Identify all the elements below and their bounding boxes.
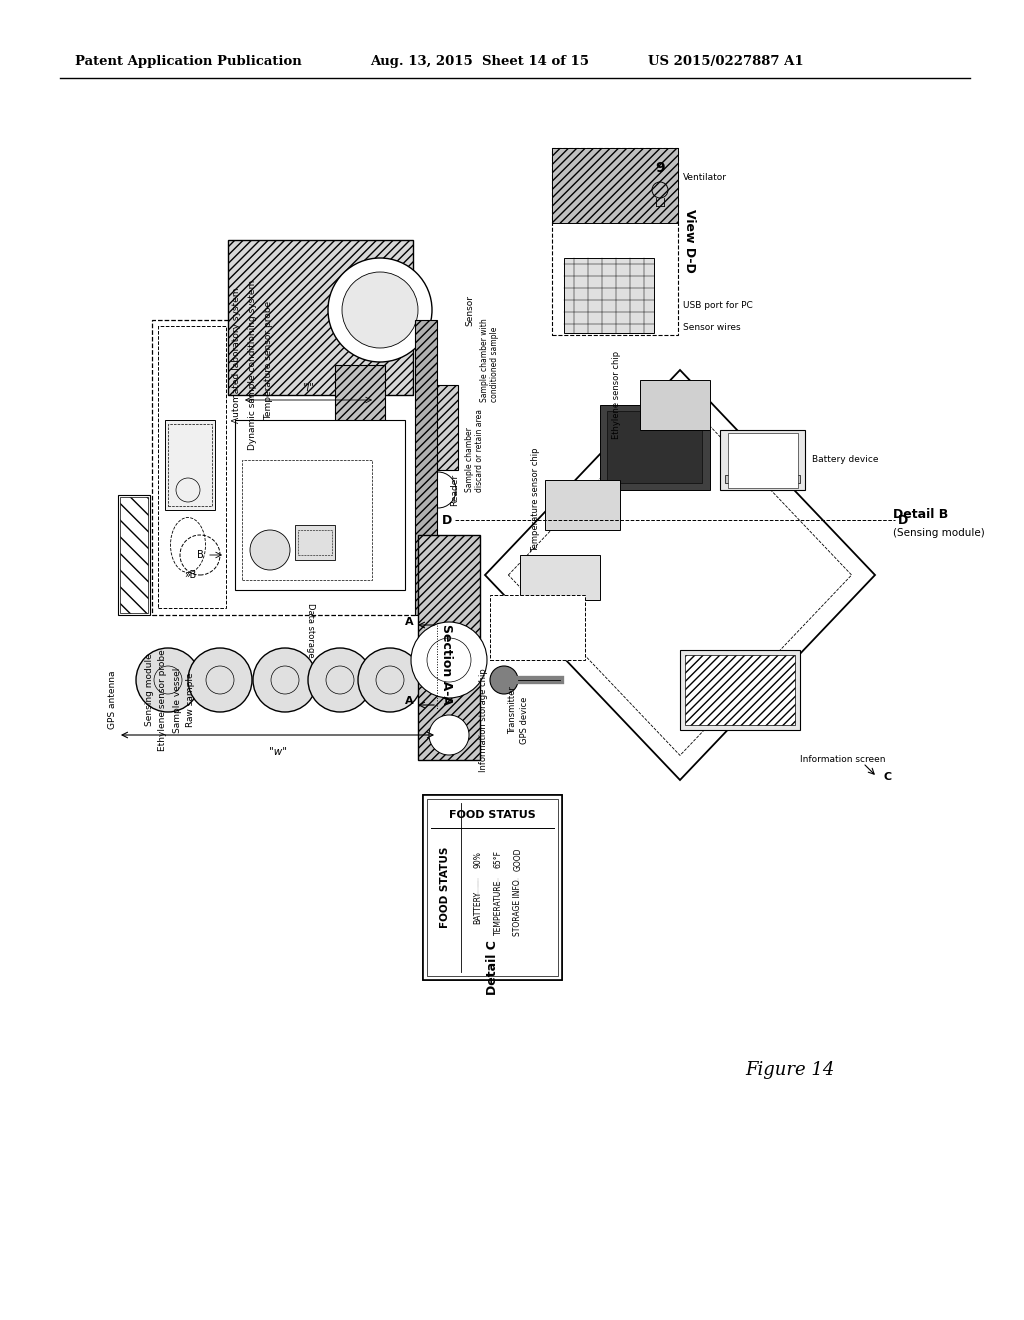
Bar	[418, 535, 480, 760]
Bar	[120, 498, 148, 612]
Bar	[158, 326, 226, 609]
Bar	[423, 795, 562, 979]
Text: Sample chamber
discard or retain area: Sample chamber discard or retain area	[465, 408, 484, 491]
Text: Transmitter: Transmitter	[508, 686, 517, 734]
Bar	[552, 148, 678, 223]
Text: FOOD STATUS: FOOD STATUS	[450, 810, 536, 820]
Text: "w": "w"	[269, 747, 287, 756]
Text: GOOD: GOOD	[513, 847, 522, 871]
Circle shape	[429, 715, 469, 755]
Circle shape	[490, 667, 518, 694]
Text: USB port for PC: USB port for PC	[683, 301, 753, 310]
Text: Information screen: Information screen	[800, 755, 886, 764]
Bar	[168, 424, 212, 506]
Bar	[228, 240, 413, 395]
Circle shape	[420, 473, 456, 508]
Text: Battery device: Battery device	[812, 455, 879, 465]
Text: 65°F: 65°F	[494, 850, 503, 869]
Text: Automated laboratory system: Automated laboratory system	[232, 288, 241, 422]
Circle shape	[136, 648, 200, 711]
Bar	[520, 554, 600, 601]
Text: D: D	[898, 513, 908, 527]
Circle shape	[516, 599, 532, 615]
Text: STORAGE INFO: STORAGE INFO	[513, 879, 522, 936]
Text: Ethylene sensor probe: Ethylene sensor probe	[158, 649, 167, 751]
Text: US 2015/0227887 A1: US 2015/0227887 A1	[648, 55, 804, 69]
Bar	[234, 420, 406, 590]
Text: C: C	[883, 772, 891, 781]
Circle shape	[358, 648, 422, 711]
Text: View D-D: View D-D	[683, 209, 696, 273]
Text: D: D	[442, 513, 453, 527]
Text: Temperature sensor chip: Temperature sensor chip	[531, 447, 540, 552]
Text: 9: 9	[655, 161, 665, 176]
Circle shape	[308, 648, 372, 711]
Bar	[725, 475, 800, 483]
Bar	[427, 799, 558, 975]
Bar	[728, 433, 798, 488]
Text: Data storage: Data storage	[305, 603, 314, 657]
Text: GPS device: GPS device	[520, 697, 529, 743]
Circle shape	[411, 622, 487, 698]
Text: A: A	[404, 616, 414, 627]
Bar	[118, 495, 150, 615]
Circle shape	[328, 257, 432, 362]
Bar	[680, 649, 800, 730]
Text: Sensing module: Sensing module	[145, 653, 154, 726]
Text: Information storage chip: Information storage chip	[479, 668, 488, 772]
Circle shape	[250, 531, 290, 570]
Text: GPS antenna: GPS antenna	[108, 671, 117, 729]
Text: "l": "l"	[302, 383, 314, 393]
Bar	[600, 405, 710, 490]
Text: Ventilator: Ventilator	[683, 173, 727, 182]
Text: Raw sample: Raw sample	[186, 673, 195, 727]
Text: BATTERY: BATTERY	[473, 891, 482, 924]
Text: Detail C: Detail C	[486, 941, 499, 995]
Text: Sensor: Sensor	[465, 294, 474, 326]
Bar	[564, 257, 654, 333]
Bar	[415, 319, 437, 615]
Bar	[423, 795, 562, 979]
Bar	[545, 480, 620, 531]
Text: Aug. 13, 2015  Sheet 14 of 15: Aug. 13, 2015 Sheet 14 of 15	[370, 55, 589, 69]
Text: FOOD STATUS: FOOD STATUS	[440, 847, 450, 928]
Text: Detail B: Detail B	[893, 508, 948, 521]
Text: Section A-A: Section A-A	[440, 624, 453, 705]
Text: Dynamic sample conditioning system: Dynamic sample conditioning system	[248, 280, 257, 450]
Text: 90%: 90%	[473, 851, 482, 869]
Bar	[242, 459, 372, 579]
Text: Patent Application Publication: Patent Application Publication	[75, 55, 302, 69]
Bar	[607, 411, 702, 483]
Bar	[298, 531, 332, 554]
Bar	[640, 380, 710, 430]
Bar	[427, 799, 558, 975]
Polygon shape	[485, 370, 874, 780]
Text: Sample vessel: Sample vessel	[173, 668, 182, 733]
Text: Reader: Reader	[450, 474, 459, 506]
Bar	[490, 595, 585, 660]
Text: Sample chamber with
conditioned sample: Sample chamber with conditioned sample	[480, 318, 500, 401]
Text: TEMPERATURE: TEMPERATURE	[494, 880, 503, 935]
Text: Ethylene sensor chip: Ethylene sensor chip	[612, 351, 621, 440]
Circle shape	[342, 272, 418, 348]
Text: (Sensing module): (Sensing module)	[893, 528, 985, 539]
Text: »B: »B	[184, 570, 197, 579]
Text: Sensor wires: Sensor wires	[683, 323, 740, 333]
Text: A: A	[404, 696, 414, 706]
Circle shape	[188, 648, 252, 711]
Bar	[152, 319, 417, 615]
Bar	[418, 385, 458, 470]
Bar	[335, 366, 385, 430]
Text: Temperature sensor probe: Temperature sensor probe	[264, 301, 273, 420]
Bar	[685, 655, 795, 725]
Circle shape	[253, 648, 317, 711]
Bar	[552, 148, 678, 335]
Bar	[165, 420, 215, 510]
Text: Figure 14: Figure 14	[745, 1061, 835, 1078]
Text: B: B	[197, 550, 204, 560]
Bar	[295, 525, 335, 560]
Bar	[720, 430, 805, 490]
